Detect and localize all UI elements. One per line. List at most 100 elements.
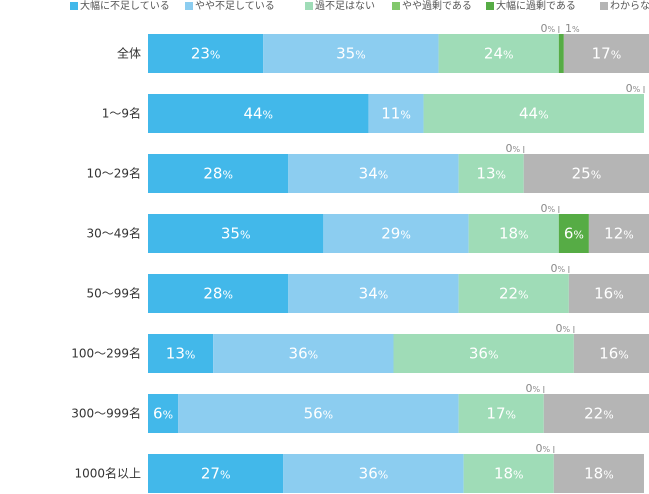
- data-label: 28%: [203, 285, 233, 303]
- bar-segment: [468, 214, 559, 253]
- data-label: 35%: [336, 45, 366, 63]
- data-label: 22%: [499, 285, 529, 303]
- category-label: 300～999名: [71, 406, 141, 421]
- data-label: 22%: [584, 405, 614, 423]
- bar-segment: [148, 394, 179, 433]
- bar-segment: [288, 154, 459, 193]
- legend-swatch: [486, 2, 494, 10]
- bar-segment: [458, 274, 569, 313]
- bar-segment: [458, 154, 524, 193]
- category-label: 10～29名: [86, 166, 141, 181]
- bar-segment: [148, 274, 289, 313]
- bar-segment: [323, 214, 469, 253]
- zero-value-label: 0%: [541, 202, 556, 215]
- bar-segment: [148, 94, 369, 133]
- bar-segment: [148, 454, 284, 493]
- legend-label: やや過剰である: [402, 1, 472, 12]
- data-label: 17%: [592, 45, 622, 63]
- bar-segment: [283, 454, 464, 493]
- legend-item: 大幅に不足している: [70, 0, 170, 16]
- zero-value-label: 0%: [551, 262, 566, 275]
- legend-swatch: [305, 2, 313, 10]
- legend-label: 大幅に過剰である: [496, 1, 576, 12]
- bar-segment: [213, 334, 394, 373]
- bar-segment: [558, 34, 564, 73]
- legend-swatch: [70, 2, 78, 10]
- zero-value-label: 0%: [536, 442, 551, 455]
- segment-labels: 23% 35% 24% 17% 44% 11% 44% 28% 34% 13% 25% 35% 29% 1…: [153, 45, 634, 483]
- bar-segment: [588, 214, 649, 253]
- data-label: 12%: [604, 225, 634, 243]
- data-label: 18%: [584, 465, 614, 483]
- data-label: 13%: [166, 345, 196, 363]
- category-label: 100～299名: [71, 346, 141, 361]
- legend-swatch: [600, 2, 608, 10]
- bar-segment: [573, 334, 649, 373]
- legend-item: やや過剰である: [392, 0, 472, 16]
- data-label: 34%: [359, 165, 389, 183]
- bar-segment: [558, 214, 589, 253]
- data-label: 13%: [476, 165, 506, 183]
- bar-segment: [423, 94, 644, 133]
- bar-segment: [393, 334, 574, 373]
- legend-item: 大幅に過剰である: [486, 0, 576, 16]
- data-label: 36%: [289, 345, 319, 363]
- zero-value-label: 0%: [505, 142, 520, 155]
- data-label: 11%: [381, 105, 411, 123]
- bar-segment: [563, 34, 649, 73]
- data-label: 6%: [153, 405, 173, 423]
- data-label: 24%: [484, 45, 514, 63]
- bar-segment: [553, 454, 644, 493]
- legend-label: やや不足している: [195, 1, 275, 12]
- bar-segment: [263, 34, 439, 73]
- data-label: 27%: [201, 465, 231, 483]
- zero-value-label: 0%: [556, 322, 571, 335]
- data-label: 44%: [519, 105, 549, 123]
- bar-segment: [568, 274, 649, 313]
- bar-segment: [368, 94, 424, 133]
- legend: 大幅に不足している やや不足している 過不足はない やや過剰である 大幅に過剰である わか…: [70, 0, 649, 16]
- category-labels: 全体 1～9名 10～29名 30～49名 50～99名 100～299名 300～999名…: [71, 46, 141, 481]
- bar-segment: [148, 334, 214, 373]
- legend-label: わからない: [610, 1, 649, 12]
- data-label: 28%: [203, 165, 233, 183]
- data-label: 16%: [594, 285, 624, 303]
- legend-label: 過不足はない: [315, 1, 375, 12]
- bar-segment: [523, 154, 649, 193]
- bar-segment: [288, 274, 459, 313]
- bar-segment: [438, 34, 559, 73]
- data-label: 6%: [564, 225, 584, 243]
- category-label: 50～99名: [86, 286, 141, 301]
- bars: [148, 34, 649, 493]
- data-label: 18%: [499, 225, 529, 243]
- data-label: 29%: [381, 225, 411, 243]
- bar-segment: [458, 394, 544, 433]
- legend-item: 過不足はない: [305, 0, 375, 16]
- zero-markers: 0% 1% 0% 0% 0% 0% 0% 0% 0%: [505, 22, 645, 455]
- legend-item: わからない: [600, 0, 649, 16]
- category-label: 1000名以上: [74, 466, 141, 481]
- legend-swatch: [185, 2, 193, 10]
- legend-swatch: [392, 2, 400, 10]
- zero-value-label: 0%: [626, 82, 641, 95]
- bar-segment: [463, 454, 554, 493]
- bar-segment: [178, 394, 459, 433]
- zero-value-label: 0%: [525, 382, 540, 395]
- data-label: 16%: [599, 345, 629, 363]
- bar-segment: [148, 34, 264, 73]
- bar-segment: [148, 154, 289, 193]
- data-label: 56%: [304, 405, 334, 423]
- legend-item: やや不足している: [185, 0, 275, 16]
- data-label: 23%: [191, 45, 221, 63]
- data-label: 36%: [359, 465, 389, 483]
- data-label: 18%: [494, 465, 524, 483]
- data-label: 44%: [243, 105, 273, 123]
- category-label: 30～49名: [86, 226, 141, 241]
- category-label: 1～9名: [102, 106, 141, 121]
- data-label: 36%: [469, 345, 499, 363]
- legend-label: 大幅に不足している: [80, 1, 170, 12]
- data-label: 17%: [486, 405, 516, 423]
- data-label: 35%: [221, 225, 251, 243]
- zero-value-label: 1%: [565, 22, 580, 35]
